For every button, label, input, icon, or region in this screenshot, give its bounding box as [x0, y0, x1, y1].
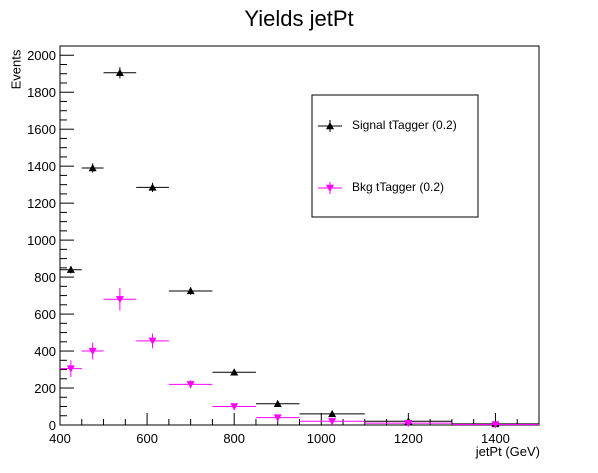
data-point	[186, 286, 195, 295]
data-point	[273, 399, 282, 407]
axis-ticks: 400 600 800 1000 1200 1400 0 200 400 600 800 1000 12…	[27, 48, 540, 446]
data-point	[88, 164, 97, 172]
x-tick-label: 1400	[481, 431, 510, 446]
data-point	[230, 368, 239, 376]
legend-box	[311, 94, 479, 218]
data-point	[186, 381, 195, 389]
legend-entry-bkg: Bkg tTagger (0.2)	[352, 180, 445, 194]
data-point	[66, 365, 75, 373]
data-point	[115, 296, 124, 304]
series-bkg	[60, 288, 539, 429]
data-point	[404, 419, 413, 428]
y-tick-label: 2000	[27, 48, 56, 63]
data-point	[273, 414, 282, 422]
y-tick-label: 1000	[27, 233, 56, 248]
chart-title: Yields jetPt	[244, 6, 354, 31]
x-tick-label: 1000	[307, 431, 336, 446]
data-point	[66, 265, 75, 273]
data-point	[148, 183, 157, 191]
data-point	[491, 421, 500, 429]
y-tick-label: 1400	[27, 159, 56, 174]
y-tick-label: 200	[34, 381, 56, 396]
x-tick-label: 600	[136, 431, 158, 446]
data-point	[230, 403, 239, 411]
y-tick-label: 400	[34, 344, 56, 359]
x-tick-label: 1200	[394, 431, 423, 446]
y-tick-label: 800	[34, 270, 56, 285]
y-tick-label: 1200	[27, 196, 56, 211]
y-tick-label: 1800	[27, 85, 56, 100]
data-point	[148, 337, 157, 345]
data-point	[88, 347, 97, 356]
data-point	[328, 418, 337, 426]
y-tick-label: 600	[34, 307, 56, 322]
data-point	[115, 68, 124, 77]
y-axis-label: Events	[8, 49, 24, 90]
y-tick-label: 1600	[27, 122, 56, 137]
legend-marker-bkg	[326, 184, 334, 192]
y-tick-label: 0	[49, 418, 56, 433]
x-tick-label: 400	[49, 431, 71, 446]
x-axis-label: jetPt (GeV)	[475, 444, 540, 459]
series-layer	[60, 67, 539, 429]
x-tick-label: 800	[223, 431, 245, 446]
legend-entry-signal: Signal tTagger (0.2)	[352, 118, 457, 132]
legend-markers	[318, 120, 342, 194]
legend-marker-signal	[326, 122, 334, 130]
data-point	[328, 409, 337, 418]
